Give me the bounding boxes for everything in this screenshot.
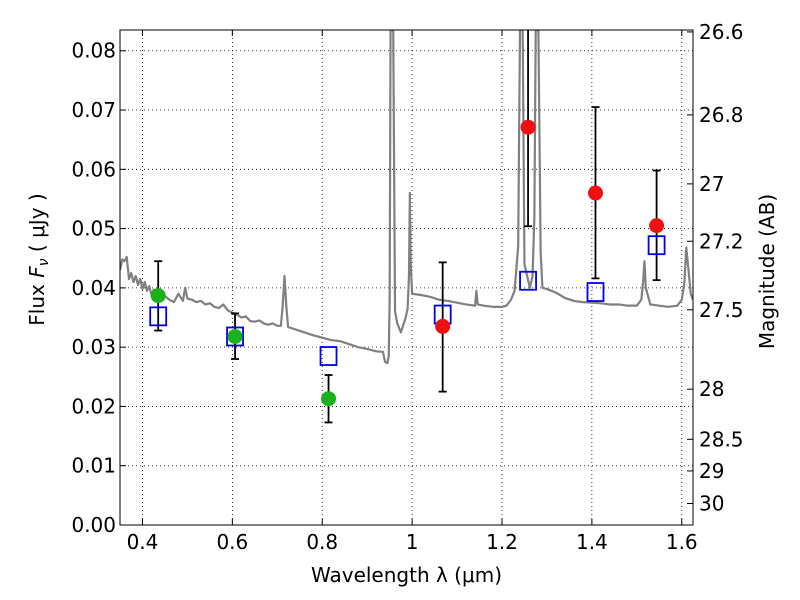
x-tick-label: 1 <box>406 530 419 554</box>
model-photometry-square <box>226 326 244 347</box>
y-tick-label: 0.02 <box>71 394 116 418</box>
red-data-point <box>435 318 451 334</box>
y-tick-label: 0.01 <box>71 454 116 478</box>
x-tick-label: 0.4 <box>127 530 159 554</box>
model-spectrum-line <box>120 30 693 365</box>
y-tick-label: 0.07 <box>71 98 116 122</box>
right-tick-label: 29 <box>699 459 724 483</box>
green-data-point <box>321 391 337 407</box>
green-data-point <box>227 328 243 344</box>
y-tick-label: 0.08 <box>71 39 116 63</box>
y-tick-label: 0.05 <box>71 217 116 241</box>
model-photometry-square <box>647 235 666 256</box>
y-tick-label: 0.00 <box>71 513 116 537</box>
green-data-point <box>150 288 166 304</box>
model-photometry-square <box>519 270 537 291</box>
right-tick-label: 27.5 <box>699 298 744 322</box>
right-tick-label: 30 <box>699 491 724 515</box>
red-data-point <box>587 185 603 201</box>
y-axis-title-right: Magnitude (AB) <box>755 194 779 349</box>
x-axis-title: Wavelength λ (μm) <box>311 563 502 587</box>
model-photometry-square <box>319 346 338 366</box>
red-data-point <box>649 218 665 234</box>
y-tick-label: 0.04 <box>71 276 116 300</box>
y-axis-title-left: Flux Fν ( μJy ) <box>25 193 52 325</box>
x-tick-label: 0.8 <box>306 530 338 554</box>
y-tick-label: 0.03 <box>71 335 116 359</box>
model-photometry-square <box>149 306 168 327</box>
x-tick-label: 1.6 <box>666 530 698 554</box>
x-tick-label: 1.2 <box>486 530 518 554</box>
axis-ticks <box>120 30 693 526</box>
model-photometry-square <box>586 282 605 302</box>
x-tick-label: 0.6 <box>216 530 248 554</box>
plot-area <box>120 30 693 424</box>
plot-frame <box>119 29 694 526</box>
axis-labels: 0.4 0.6 0.8 1 1.2 1.4 1.6 0.00 0.01 0.02 0.03 0.04 0… <box>25 20 779 587</box>
y-tick-label: 0.06 <box>71 157 116 181</box>
red-data-point <box>520 119 536 135</box>
x-tick-label: 1.4 <box>576 530 608 554</box>
right-tick-label: 26.6 <box>699 20 744 44</box>
right-tick-label: 28.5 <box>699 427 744 451</box>
right-tick-label: 27 <box>699 172 724 196</box>
right-tick-label: 27.2 <box>699 229 744 253</box>
right-tick-label: 28 <box>699 377 724 401</box>
grid <box>120 30 693 526</box>
right-tick-label: 26.8 <box>699 103 744 127</box>
